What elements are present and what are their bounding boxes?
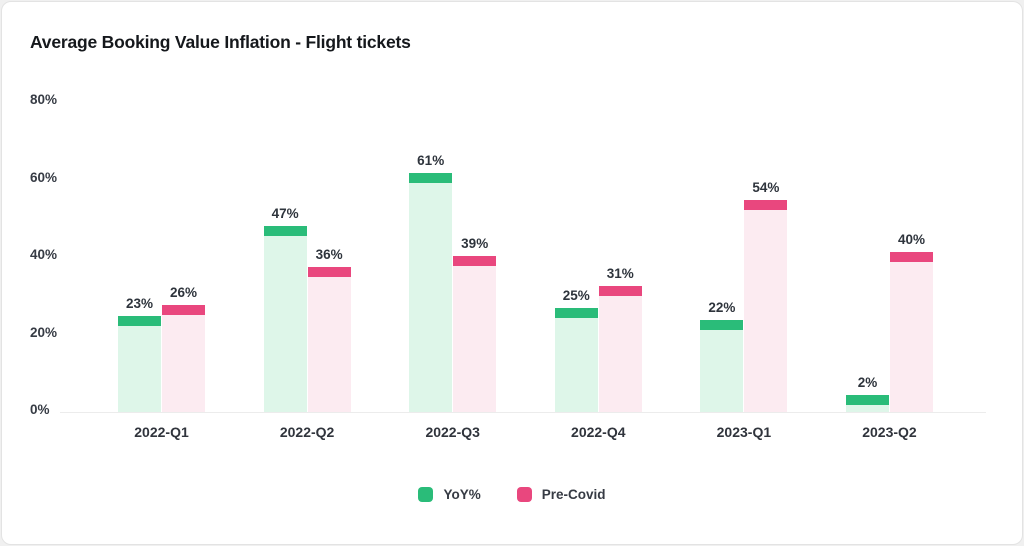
bar-precovid: 36% bbox=[307, 247, 351, 412]
bar-value-label: 36% bbox=[315, 247, 343, 262]
chart-title: Average Booking Value Inflation - Flight… bbox=[30, 32, 411, 52]
y-tick-label: 40% bbox=[30, 247, 58, 262]
bar-group: 22% 54% 2023-Q1 bbox=[700, 180, 788, 440]
y-tick-label: 20% bbox=[30, 324, 58, 340]
bar-cap bbox=[889, 252, 933, 262]
bar-group: 23% 26% 2022-Q1 bbox=[118, 285, 205, 440]
bar-groups: 23% 26% 2022-Q1 47% 36% 2022-Q2 61% 39% 2022-Q3 2… bbox=[118, 2, 933, 440]
bar-value-label: 31% bbox=[606, 265, 634, 281]
x-tick-label: 2022-Q4 bbox=[571, 424, 626, 440]
bar-value-label: 26% bbox=[169, 284, 198, 300]
bar-value-label: 25% bbox=[562, 288, 590, 304]
bar-yoy: 47% bbox=[263, 206, 307, 412]
bar-yoy: 2% bbox=[845, 375, 889, 412]
bar-group: 61% 39% 2022-Q3 bbox=[409, 153, 497, 440]
bar-value-label: 39% bbox=[461, 235, 489, 251]
legend-label: YoY% bbox=[443, 487, 481, 502]
bar-value-label: 47% bbox=[271, 205, 299, 221]
bar-cap bbox=[554, 308, 598, 319]
x-tick-label: 2022-Q3 bbox=[425, 424, 480, 440]
bar-value-label: 61% bbox=[417, 153, 445, 169]
bar-cap bbox=[845, 394, 889, 405]
bar-precovid: 54% bbox=[744, 180, 788, 412]
bar-cap bbox=[744, 199, 788, 210]
bar-yoy: 61% bbox=[409, 153, 453, 412]
bar-precovid: 40% bbox=[889, 232, 933, 412]
bar-group: 47% 36% 2022-Q2 bbox=[263, 206, 351, 440]
bar-cap bbox=[598, 285, 642, 296]
bar-group: 2% 40% 2023-Q2 bbox=[845, 232, 933, 440]
y-tick-label: 80% bbox=[30, 92, 58, 107]
legend-swatch bbox=[418, 487, 434, 502]
legend: YoY% Pre-Covid bbox=[2, 487, 1022, 502]
bar-yoy: 22% bbox=[700, 300, 744, 412]
bar-cap bbox=[409, 173, 453, 184]
bar-cap bbox=[453, 255, 497, 266]
bar-yoy: 23% bbox=[118, 296, 161, 412]
bar-cap bbox=[307, 267, 351, 277]
bar-precovid: 31% bbox=[598, 266, 642, 412]
bar-value-label: 40% bbox=[897, 232, 925, 247]
bar-cap bbox=[118, 315, 161, 326]
bar-cap bbox=[700, 319, 744, 330]
x-tick-label: 2023-Q2 bbox=[862, 424, 917, 440]
bar-value-label: 23% bbox=[125, 295, 154, 311]
x-tick-label: 2023-Q1 bbox=[716, 424, 772, 440]
legend-label: Pre-Covid bbox=[541, 487, 606, 502]
x-axis-line bbox=[60, 412, 986, 413]
bar-value-label: 2% bbox=[857, 374, 878, 390]
x-tick-label: 2022-Q2 bbox=[279, 424, 335, 440]
x-tick-label: 2022-Q1 bbox=[134, 424, 189, 440]
bar-yoy: 25% bbox=[554, 288, 598, 412]
y-tick-label: 60% bbox=[30, 169, 58, 185]
bar-precovid: 39% bbox=[453, 236, 497, 412]
y-tick-label: 0% bbox=[30, 402, 50, 417]
legend-item-precovid: Pre-Covid bbox=[516, 487, 606, 502]
bar-cap bbox=[263, 225, 307, 236]
bar-value-label: 22% bbox=[708, 299, 736, 315]
bar-value-label: 54% bbox=[752, 179, 780, 195]
bar-group: 25% 31% 2022-Q4 bbox=[554, 266, 642, 440]
legend-swatch bbox=[516, 487, 532, 502]
bar-precovid: 26% bbox=[162, 285, 205, 412]
bar-cap bbox=[162, 304, 205, 315]
legend-item-yoy: YoY% bbox=[418, 487, 481, 502]
